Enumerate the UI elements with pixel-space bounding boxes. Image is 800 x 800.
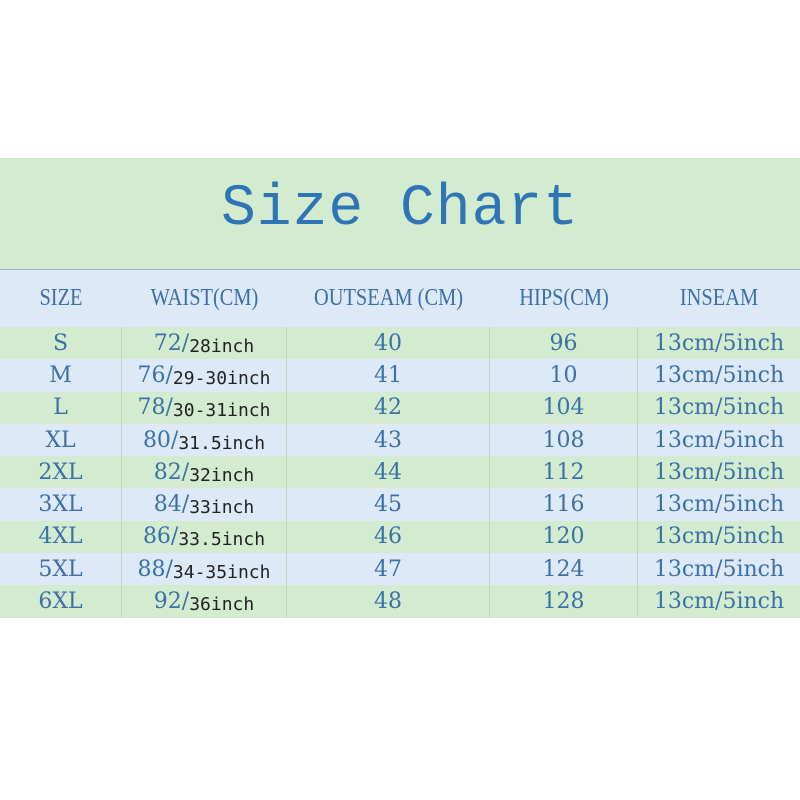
inseam-cell: 13cm/5inch xyxy=(653,492,785,518)
waist-cm: 72/ xyxy=(153,330,190,356)
waist-cell: 76/29-30inch xyxy=(122,359,287,392)
table-row: M 76/29-30inch 41 10 13cm/5inch xyxy=(0,359,800,392)
waist-cell: 78/30-31inch xyxy=(122,391,287,424)
table-row: 4XL 86/33.5inch 46 120 13cm/5inch xyxy=(0,520,800,554)
inseam-cell: 13cm/5inch xyxy=(653,330,785,356)
outseam-cell: 43 xyxy=(287,423,490,457)
waist-inch: 33.5inch xyxy=(178,529,266,551)
inseam-cell: 13cm/5inch xyxy=(653,362,785,388)
waist-inch: 28inch xyxy=(189,335,255,357)
waist-inch: 34-35inch xyxy=(172,561,271,583)
outseam-cell: 46 xyxy=(287,520,490,554)
size-cell: M xyxy=(0,359,122,392)
outseam-cell: 47 xyxy=(287,553,490,586)
table-row: 5XL 88/34-35inch 47 124 13cm/5inch xyxy=(0,553,800,586)
size-cell: 4XL xyxy=(0,520,122,554)
size-cell: 3XL xyxy=(0,488,122,521)
table-row: 3XL 84/33inch 45 116 13cm/5inch xyxy=(0,488,800,521)
size-cell: 5XL xyxy=(0,553,122,586)
hips-cell: 112 xyxy=(490,456,638,489)
waist-inch: 30-31inch xyxy=(172,400,271,422)
header-inseam: INSEAM xyxy=(679,285,759,311)
waist-cm: 84/ xyxy=(153,492,190,518)
hips-cell: 104 xyxy=(490,391,638,424)
waist-cm: 80/ xyxy=(142,427,179,453)
inseam-cell: 13cm/5inch xyxy=(653,459,785,485)
waist-cm: 88/ xyxy=(137,556,173,582)
header-waist: WAIST(CM) xyxy=(150,285,259,311)
waist-cell: 84/33inch xyxy=(122,488,287,521)
hips-cell: 120 xyxy=(490,520,638,554)
waist-cell: 72/28inch xyxy=(122,327,287,360)
hips-cell: 116 xyxy=(490,488,638,521)
header-size: SIZE xyxy=(39,285,83,311)
outseam-cell: 42 xyxy=(287,391,490,424)
inseam-cell: 13cm/5inch xyxy=(653,556,785,582)
waist-cell: 92/36inch xyxy=(122,585,287,618)
waist-cell: 80/31.5inch xyxy=(122,423,287,457)
hips-cell: 10 xyxy=(490,359,638,392)
waist-cm: 78/ xyxy=(137,395,173,421)
title-band: Size Chart xyxy=(0,158,800,270)
table-row: S 72/28inch 40 96 13cm/5inch xyxy=(0,327,800,360)
page-title: Size Chart xyxy=(220,177,580,242)
table-row: 6XL 92/36inch 48 128 13cm/5inch xyxy=(0,585,800,618)
waist-cell: 86/33.5inch xyxy=(122,520,287,554)
size-cell: S xyxy=(0,327,122,360)
size-cell: L xyxy=(0,391,122,424)
outseam-cell: 44 xyxy=(287,456,490,489)
size-cell: 2XL xyxy=(0,456,122,489)
waist-inch: 31.5inch xyxy=(178,432,266,454)
outseam-cell: 48 xyxy=(287,585,490,618)
inseam-cell: 13cm/5inch xyxy=(653,395,785,421)
waist-cm: 86/ xyxy=(142,524,179,550)
waist-cm: 82/ xyxy=(153,459,190,485)
table-row: 2XL 82/32inch 44 112 13cm/5inch xyxy=(0,456,800,489)
table-header: SIZE WAIST(CM) OUTSEAM (CM) HIPS(CM) INS… xyxy=(0,270,800,327)
waist-inch: 29-30inch xyxy=(172,367,271,389)
outseam-cell: 40 xyxy=(287,327,490,360)
hips-cell: 108 xyxy=(490,423,638,457)
inseam-cell: 13cm/5inch xyxy=(653,589,785,615)
outseam-cell: 45 xyxy=(287,488,490,521)
inseam-cell: 13cm/5inch xyxy=(653,427,785,453)
header-hips: HIPS(CM) xyxy=(519,285,609,311)
waist-inch: 32inch xyxy=(189,464,255,486)
hips-cell: 96 xyxy=(490,327,638,360)
size-table: SIZE WAIST(CM) OUTSEAM (CM) HIPS(CM) INS… xyxy=(0,270,800,618)
outseam-cell: 41 xyxy=(287,359,490,392)
waist-cm: 92/ xyxy=(153,589,190,615)
inseam-cell: 13cm/5inch xyxy=(653,524,785,550)
table-row: XL 80/31.5inch 43 108 13cm/5inch xyxy=(0,423,800,457)
waist-inch: 33inch xyxy=(189,497,255,519)
header-outseam: OUTSEAM (CM) xyxy=(313,285,464,311)
size-cell: XL xyxy=(0,423,122,457)
waist-inch: 36inch xyxy=(189,594,255,616)
hips-cell: 128 xyxy=(490,585,638,618)
size-cell: 6XL xyxy=(0,585,122,618)
waist-cell: 82/32inch xyxy=(122,456,287,489)
table-row: L 78/30-31inch 42 104 13cm/5inch xyxy=(0,391,800,424)
waist-cell: 88/34-35inch xyxy=(122,553,287,586)
waist-cm: 76/ xyxy=(137,362,173,388)
hips-cell: 124 xyxy=(490,553,638,586)
